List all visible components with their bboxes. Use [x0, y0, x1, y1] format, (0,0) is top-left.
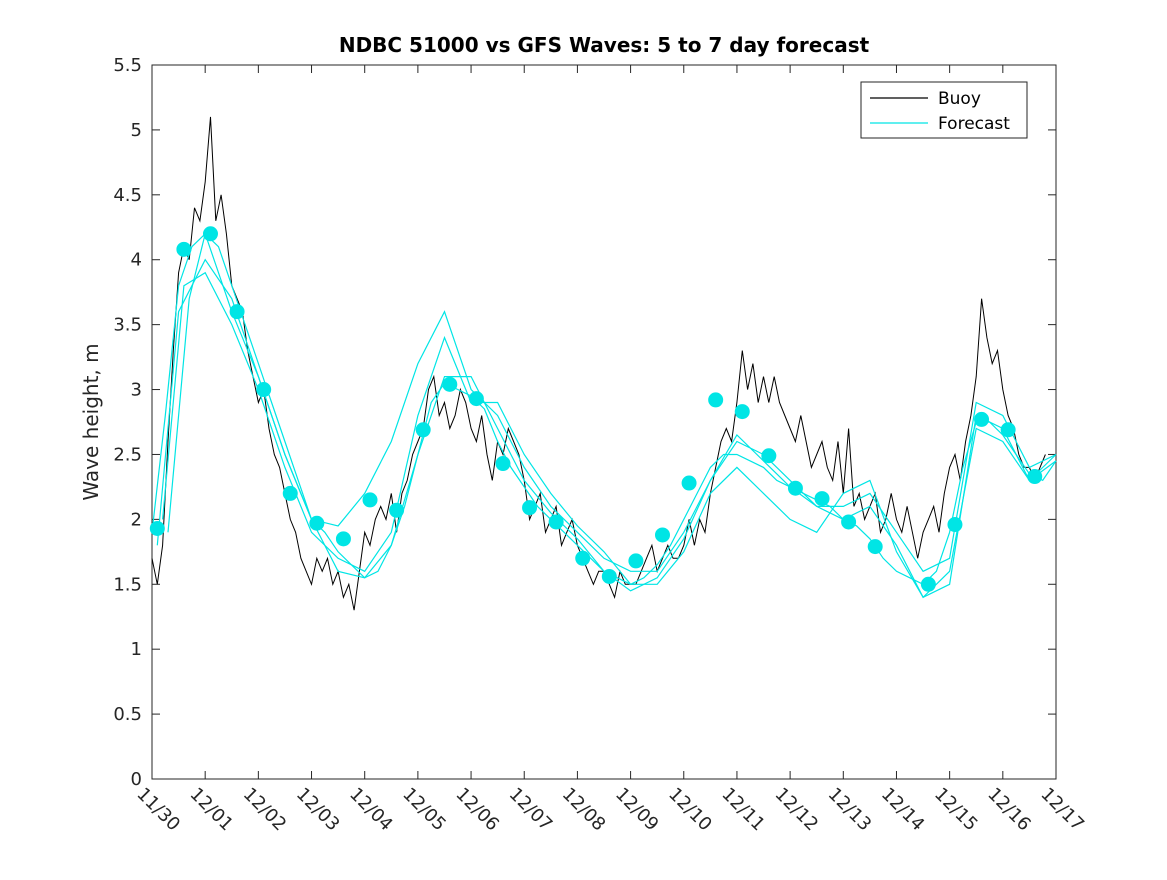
forecast-marker — [947, 517, 963, 533]
forecast-marker — [628, 553, 644, 569]
forecast-marker — [974, 411, 990, 427]
forecast-marker — [335, 531, 351, 547]
forecast-marker — [654, 527, 670, 543]
forecast-marker — [575, 550, 591, 566]
y-tick-label: 1 — [131, 639, 142, 660]
legend-label-buoy: Buoy — [938, 89, 981, 109]
forecast-marker — [867, 539, 883, 555]
forecast-marker — [362, 492, 378, 508]
forecast-marker — [1000, 422, 1016, 438]
forecast-marker — [522, 500, 538, 516]
y-tick-label: 2.5 — [113, 444, 142, 465]
forecast-marker — [601, 568, 617, 584]
forecast-marker — [787, 480, 803, 496]
forecast-marker — [149, 520, 165, 536]
axes-box — [151, 64, 1057, 780]
legend: Buoy Forecast — [860, 81, 1028, 139]
forecast-marker — [229, 304, 245, 320]
forecast-marker — [841, 514, 857, 530]
forecast-marker — [708, 392, 724, 408]
y-tick-label: 5 — [131, 120, 142, 141]
forecast-marker — [389, 502, 405, 518]
legend-label-forecast: Forecast — [938, 114, 1010, 134]
forecast-marker — [442, 376, 458, 392]
buoy-series-line — [151, 116, 1046, 611]
y-tick-label: 4 — [131, 250, 142, 271]
forecast-marker — [176, 241, 192, 257]
y-axis-label: Wave height, m — [79, 343, 103, 500]
forecast-marker — [920, 576, 936, 592]
forecast-marker — [468, 391, 484, 407]
forecast-marker — [495, 456, 511, 472]
y-tick-label: 0 — [131, 769, 142, 790]
y-tick-label: 5.5 — [113, 55, 142, 76]
forecast-marker — [1027, 469, 1043, 485]
forecast-marker — [681, 475, 697, 491]
forecast-marker — [548, 514, 564, 530]
y-tick-label: 1.5 — [113, 574, 142, 595]
y-tick-label: 3 — [131, 380, 142, 401]
forecast-series-line — [162, 271, 1057, 599]
legend-box — [860, 81, 1028, 139]
y-tick-label: 2 — [131, 509, 142, 530]
chart-title: NDBC 51000 vs GFS Waves: 5 to 7 day fore… — [339, 33, 870, 57]
forecast-marker — [202, 226, 218, 242]
forecast-marker — [309, 515, 325, 531]
forecast-marker — [256, 382, 272, 398]
y-tick-label: 3.5 — [113, 315, 142, 336]
forecast-marker — [282, 485, 298, 501]
forecast-marker — [814, 491, 830, 507]
y-tick-label: 4.5 — [113, 185, 142, 206]
forecast-marker — [415, 422, 431, 438]
forecast-marker — [761, 448, 777, 464]
forecast-marker — [734, 404, 750, 420]
y-tick-label: 0.5 — [113, 704, 142, 725]
